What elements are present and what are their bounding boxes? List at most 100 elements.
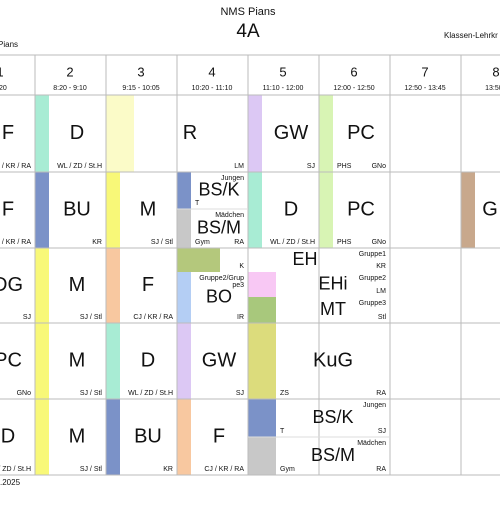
teacher: GNo xyxy=(372,163,387,170)
teacher: LM xyxy=(376,288,386,295)
subject-strip xyxy=(177,248,220,272)
teacher: WL / ZD / St.H xyxy=(128,390,173,397)
group: Gruppe1 xyxy=(359,251,386,258)
room: T xyxy=(195,200,200,207)
subject: BS/K xyxy=(198,179,239,199)
subject: M xyxy=(69,274,86,296)
footer-date: .2025 xyxy=(0,478,21,487)
subject: F xyxy=(2,198,14,220)
period-time: 9:15 - 10:05 xyxy=(122,85,159,92)
teacher: RA xyxy=(234,239,244,246)
teacher: KR xyxy=(376,263,386,270)
group: Gruppe3 xyxy=(359,300,386,307)
subject: BS/K xyxy=(312,407,353,427)
teacher: KR xyxy=(163,466,173,473)
subject: D xyxy=(70,122,84,144)
subject-strip xyxy=(177,323,191,399)
teacher: / ZD / St.H xyxy=(0,466,31,473)
subject: BS/M xyxy=(197,217,241,237)
subject: EHi xyxy=(318,273,347,293)
subject-strip xyxy=(106,95,134,172)
group: Jungen xyxy=(221,175,244,182)
subject: PC xyxy=(347,122,375,144)
subject-strip xyxy=(319,172,333,248)
period-number: 8 xyxy=(492,64,499,79)
subject-strip xyxy=(248,172,262,248)
subject-strip xyxy=(248,95,262,172)
period-number: 7 xyxy=(421,64,428,79)
teacher: CJ / KR / RA xyxy=(204,466,244,473)
subject-strip xyxy=(177,272,191,323)
teacher: CJ / KR / RA xyxy=(133,314,173,321)
subject: BU xyxy=(134,425,162,447)
subject-strip xyxy=(35,399,49,475)
room: T xyxy=(280,428,285,435)
subject: PC xyxy=(0,349,22,371)
subject-strip xyxy=(177,399,191,475)
subject-strip xyxy=(35,323,49,399)
period-time: 10:20 - 11:10 xyxy=(192,85,233,92)
school-name: NMS Pians xyxy=(220,6,276,18)
teacher: SJ xyxy=(236,390,244,397)
subject-strip xyxy=(106,399,120,475)
group: Gruppe2 xyxy=(359,275,386,282)
subject-strip xyxy=(248,323,276,399)
teacher: GNo xyxy=(17,390,32,397)
period-time: 8:20 - 9:10 xyxy=(53,85,87,92)
subject-strip xyxy=(106,248,120,323)
teacher: SJ xyxy=(23,314,31,321)
subject: M xyxy=(69,349,86,371)
teacher: SJ xyxy=(378,428,386,435)
subject-strip xyxy=(248,437,276,475)
period-number: 4 xyxy=(208,64,215,79)
subject: F xyxy=(2,122,14,144)
room: Gym xyxy=(195,239,210,246)
period-number: 3 xyxy=(137,64,144,79)
room: Gym xyxy=(280,466,295,473)
school-short: Pians xyxy=(0,40,18,49)
subject: G xyxy=(482,198,498,220)
teacher: Stl xyxy=(378,314,387,321)
teacher: RA xyxy=(376,466,386,473)
subject: MT xyxy=(320,299,346,319)
group: pe3 xyxy=(232,282,244,289)
subject: M xyxy=(69,425,86,447)
subject-strip xyxy=(177,209,191,248)
subject: GW xyxy=(274,122,309,144)
teacher: SJ xyxy=(307,163,315,170)
subject: D xyxy=(1,425,15,447)
period-number: 5 xyxy=(279,64,286,79)
subject: BU xyxy=(63,198,91,220)
period-time: 12:00 - 12:50 xyxy=(333,85,374,92)
teacher: GNo xyxy=(372,239,387,246)
teacher: / KR / RA xyxy=(2,163,32,170)
teacher: / KR / RA xyxy=(2,239,32,246)
subject: PC xyxy=(347,198,375,220)
group: Gruppe2/Grup xyxy=(199,275,244,282)
teacher: WL / ZD / St.H xyxy=(270,239,315,246)
subject-strip xyxy=(106,172,120,248)
subject-strip xyxy=(35,248,49,323)
teacher: KR xyxy=(92,239,102,246)
subject-strip xyxy=(35,95,49,172)
subject: R xyxy=(183,122,197,144)
group: Jungen xyxy=(363,402,386,409)
teacher: SJ / Stl xyxy=(80,466,103,473)
room: PHS xyxy=(337,239,352,246)
subject-strip xyxy=(461,172,475,248)
room: ZS xyxy=(280,390,289,397)
subject: F xyxy=(213,425,225,447)
teacher: SJ / Stl xyxy=(80,390,103,397)
period-time: 13:50 - xyxy=(485,85,500,92)
group: Mädchen xyxy=(215,212,244,219)
period-time: 8:20 xyxy=(0,85,7,92)
subject-strip xyxy=(248,399,276,437)
subject: KuG xyxy=(313,349,353,371)
subject: BS/M xyxy=(311,445,355,465)
teacher: RA xyxy=(376,390,386,397)
subject-strip xyxy=(177,172,191,209)
subject: D xyxy=(141,349,155,371)
teacher: SJ / Stl xyxy=(151,239,174,246)
teacher: SJ / Stl xyxy=(80,314,103,321)
